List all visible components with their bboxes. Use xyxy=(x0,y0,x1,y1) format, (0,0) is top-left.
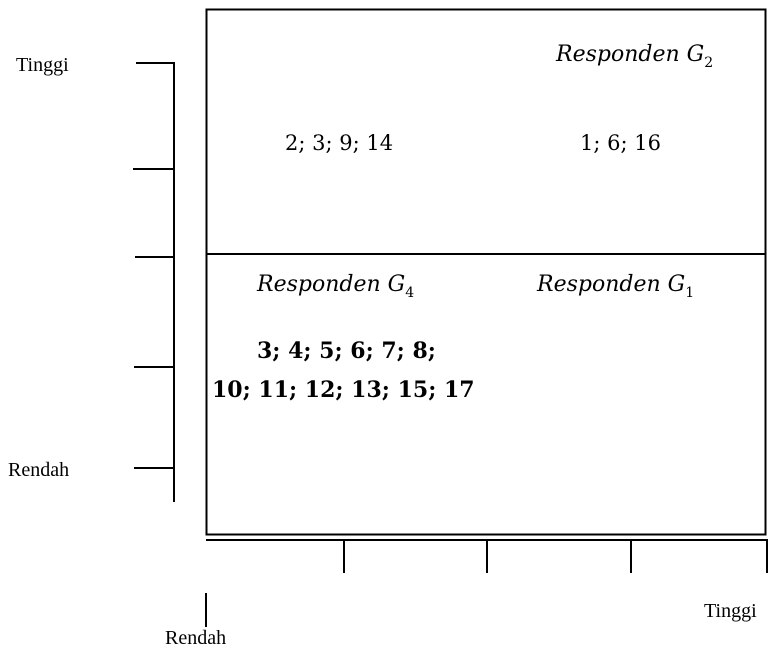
quadrant-items-top-left: 2; 3; 9; 14 xyxy=(285,131,393,155)
x-axis-low-label: Rendah xyxy=(165,627,226,649)
x-axis-scale xyxy=(205,539,768,627)
y-axis-low-label: Rendah xyxy=(8,459,69,481)
quadrant-frame xyxy=(205,8,767,536)
quadrant-title-base: Responden G xyxy=(256,272,405,297)
quadrant-title-subscript: 2 xyxy=(704,55,713,71)
quadrant-items-top-right: 1; 6; 16 xyxy=(580,131,661,155)
x-axis-high-label: Tinggi xyxy=(704,600,757,622)
quadrant-items-bottom-left-line1: 3; 4; 5; 6; 7; 8; xyxy=(257,338,436,364)
quadrant-title-base: Responden G xyxy=(536,272,685,297)
quadrant-title-g1: Responden G1 xyxy=(536,272,694,301)
y-axis-scale xyxy=(133,62,175,502)
y-axis-high-label: Tinggi xyxy=(16,54,69,76)
quadrant-title-base: Responden G xyxy=(555,42,704,67)
quadrant-title-subscript: 4 xyxy=(405,285,414,301)
quadrant-items-bottom-left-line2: 10; 11; 12; 13; 15; 17 xyxy=(212,377,475,403)
quadrant-title-subscript: 1 xyxy=(685,285,694,301)
quadrant-title-g2: Responden G2 xyxy=(555,42,713,71)
quadrant-title-g4: Responden G4 xyxy=(256,272,414,301)
